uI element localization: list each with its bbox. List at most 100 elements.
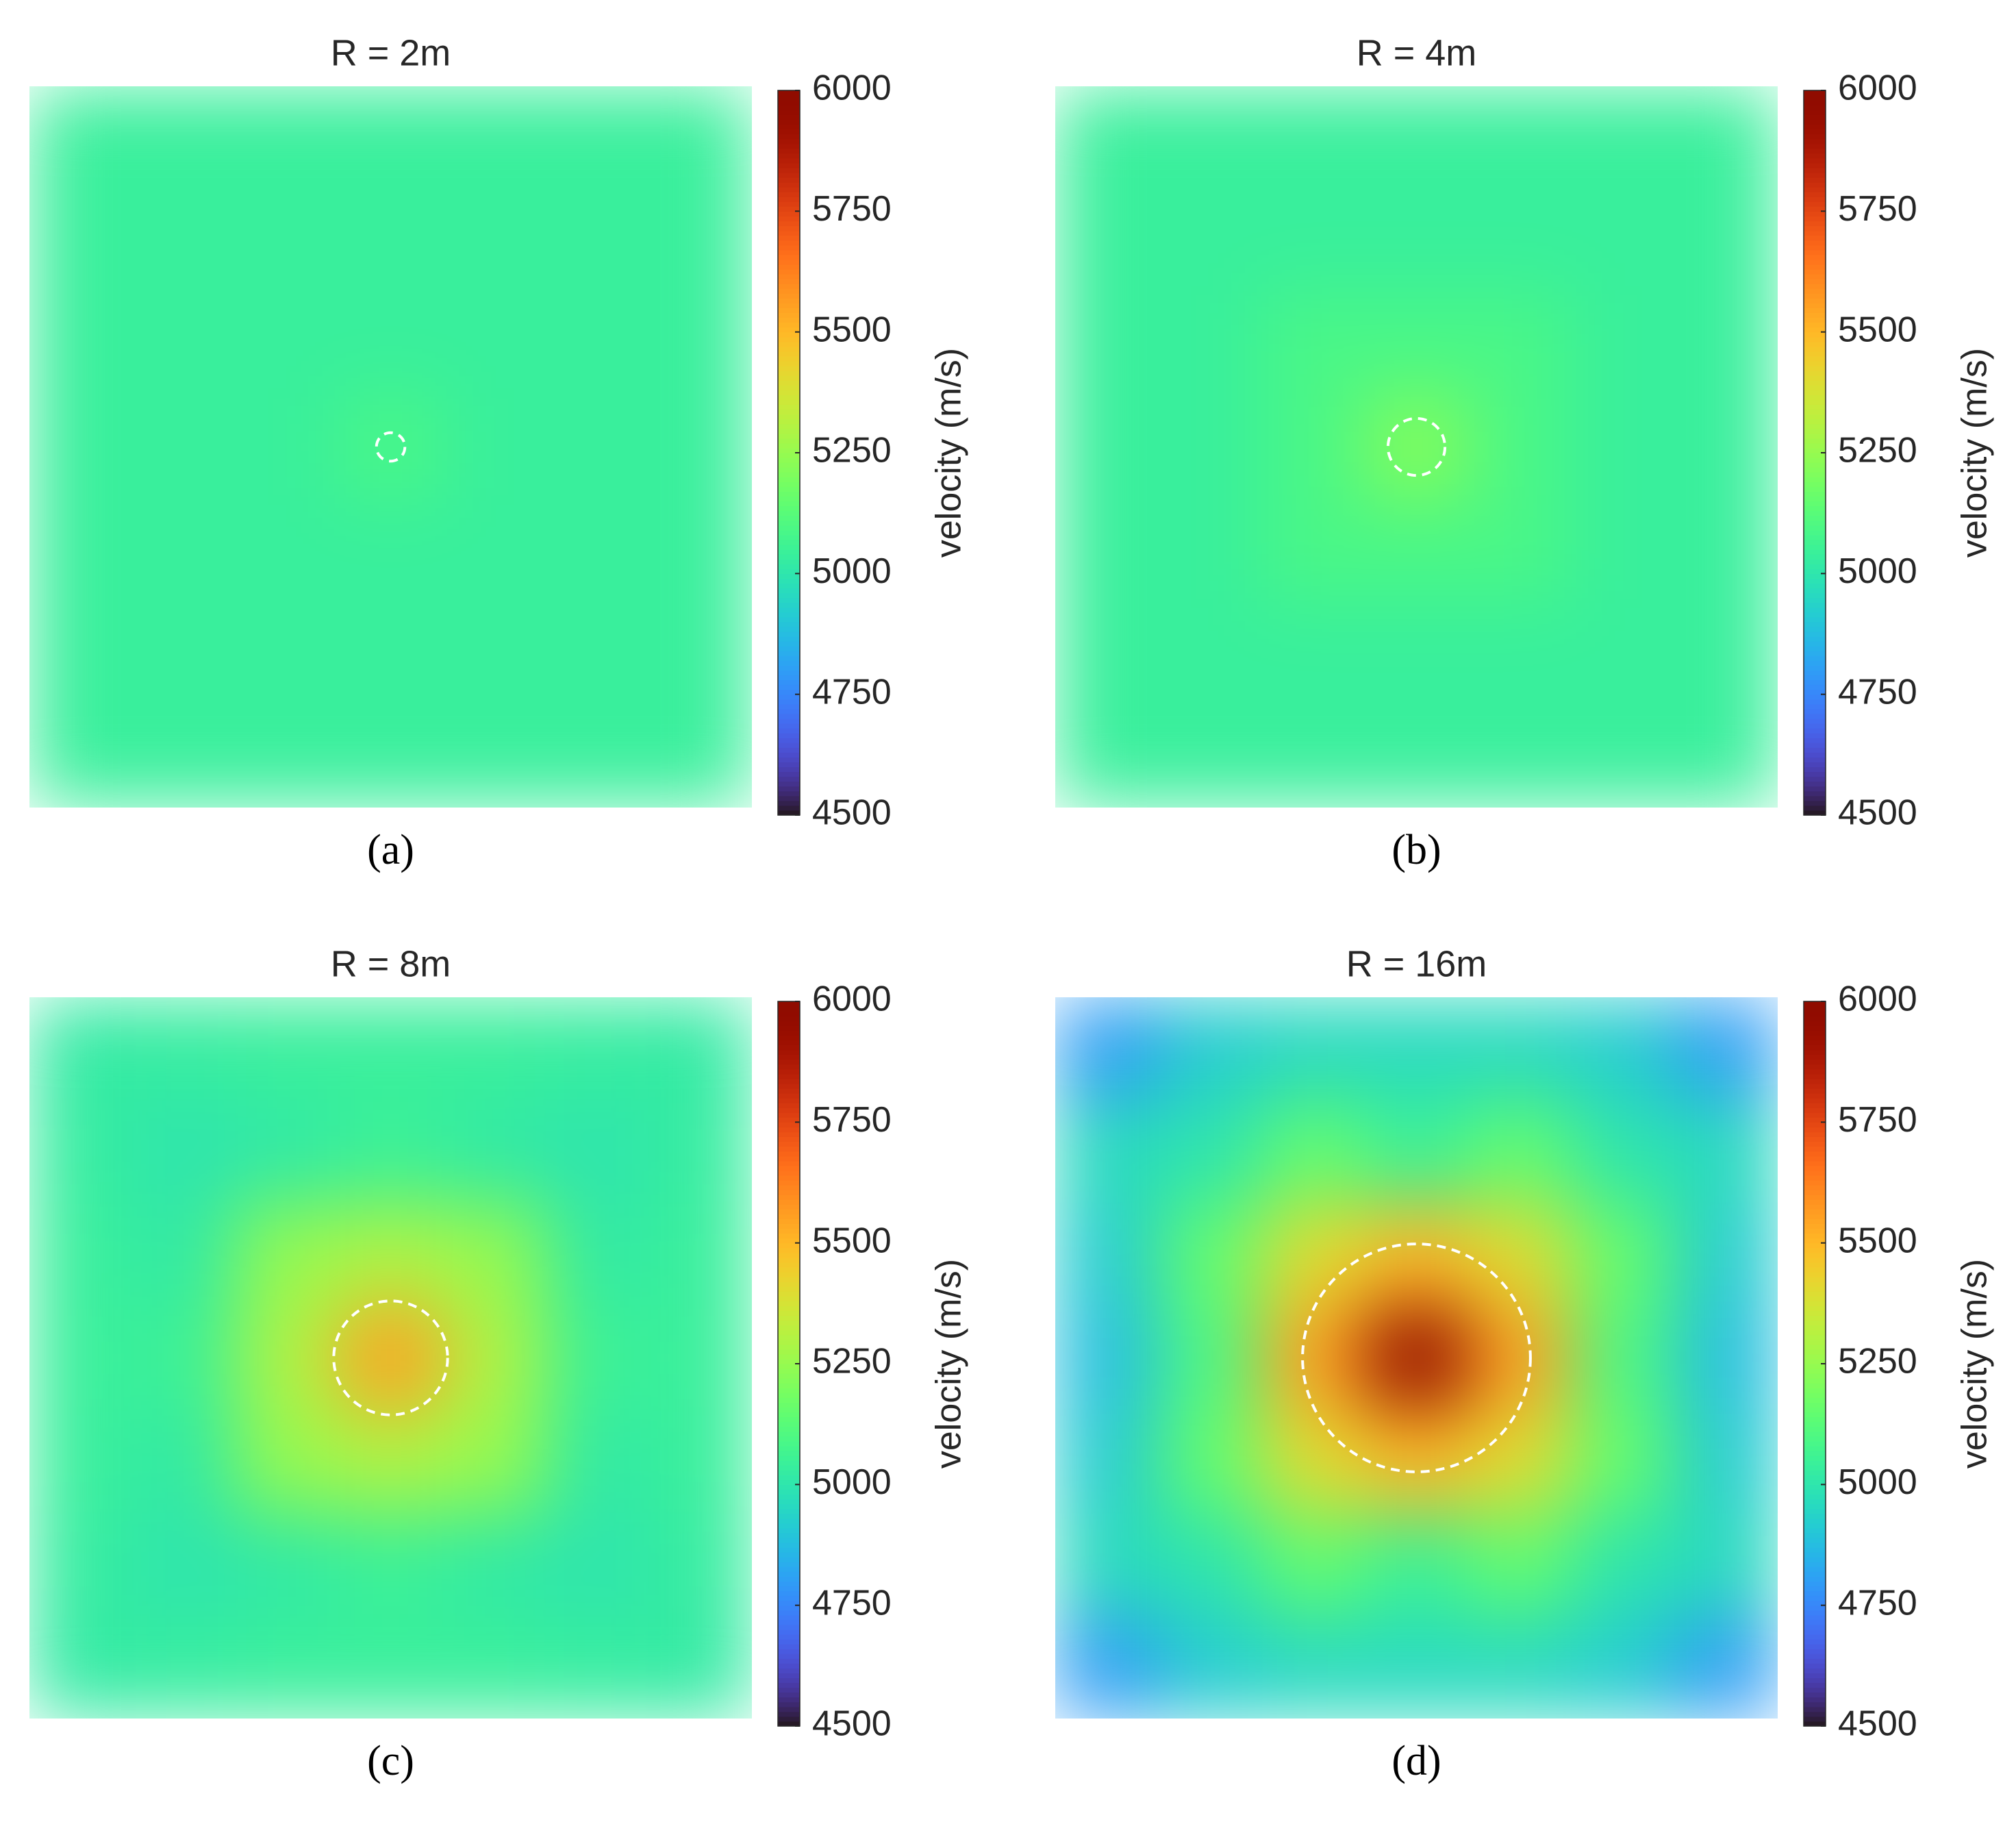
- colorbar-segment: [1804, 800, 1826, 806]
- colorbar-tick-label: 5750: [1838, 1100, 1917, 1140]
- heatmap-cell: [648, 1512, 752, 1616]
- colorbar-segment: [1804, 795, 1826, 801]
- colorbar-segment: [1804, 539, 1826, 545]
- colorbar-segment: [778, 1160, 800, 1166]
- heatmap-cell: [1365, 1512, 1469, 1616]
- colorbar-segment: [1804, 351, 1826, 357]
- heatmap-cell: [1571, 1512, 1675, 1616]
- colorbar-segment: [1804, 162, 1826, 168]
- heatmap-cell: [339, 997, 443, 1101]
- colorbar-segment: [778, 1247, 800, 1253]
- heatmap-cell: [545, 1512, 649, 1616]
- colorbar-segment: [778, 458, 800, 463]
- colorbar-segment: [778, 187, 800, 192]
- colorbar-segment: [1804, 1668, 1826, 1674]
- colorbar-tick-label: 6000: [1838, 979, 1917, 1019]
- heatmap-cell: [1571, 395, 1675, 499]
- colorbar-segment: [1804, 192, 1826, 197]
- heatmap-cell: [1158, 1409, 1262, 1513]
- colorbar-segment: [778, 162, 800, 168]
- colorbar-segment: [1804, 752, 1826, 758]
- colorbar-segment: [778, 201, 800, 207]
- heatmap-cell: [236, 1409, 340, 1513]
- colorbar-segment: [778, 569, 800, 574]
- colorbar-segment: [1804, 1339, 1826, 1345]
- colorbar-segment: [1804, 1093, 1826, 1099]
- heatmap-cell: [1055, 1203, 1159, 1307]
- colorbar-segment: [778, 143, 800, 149]
- heatmap-cell: [1571, 704, 1675, 808]
- colorbar-segment: [778, 1378, 800, 1384]
- colorbar-segment: [1804, 158, 1826, 164]
- colorbar-segment: [1804, 143, 1826, 149]
- colorbar-segment: [1804, 1257, 1826, 1263]
- colorbar-segment: [778, 1407, 800, 1413]
- colorbar-segment: [778, 1503, 800, 1510]
- heatmap-cell: [236, 704, 340, 808]
- colorbar-segment: [1804, 1242, 1826, 1249]
- colorbar-segment: [1804, 1179, 1826, 1186]
- colorbar-segment: [778, 409, 800, 415]
- colorbar-segment: [1804, 1108, 1826, 1113]
- colorbar-segment: [778, 477, 800, 482]
- colorbar-segment: [778, 1011, 800, 1016]
- heatmap-cell: [1261, 292, 1365, 396]
- colorbar-segment: [1804, 699, 1826, 705]
- colorbar-segment: [778, 1021, 800, 1026]
- colorbar-segment: [1804, 1590, 1826, 1597]
- heatmap-cell: [339, 292, 443, 396]
- colorbar-segment: [1804, 167, 1826, 173]
- colorbar-segment: [1804, 95, 1826, 101]
- colorbar-segment: [1804, 1214, 1826, 1219]
- heatmap: [1055, 997, 1778, 1719]
- colorbar-segment: [1804, 1175, 1826, 1181]
- heatmap-cell: [545, 86, 649, 190]
- colorbar-segment: [778, 718, 800, 724]
- colorbar-segment: [1804, 1581, 1826, 1587]
- colorbar-segment: [1804, 216, 1826, 222]
- colorbar-segment: [778, 453, 800, 458]
- heatmap-cell: [132, 1615, 236, 1719]
- colorbar-segment: [1804, 428, 1826, 434]
- colorbar-segment: [778, 1426, 800, 1432]
- colorbar-segment: [778, 249, 800, 255]
- colorbar-segment: [1804, 1494, 1826, 1500]
- heatmap-cell: [442, 1100, 546, 1204]
- colorbar-segment: [778, 510, 800, 516]
- heatmap-cell: [1158, 1512, 1262, 1616]
- colorbar-segment: [1804, 781, 1826, 787]
- colorbar-segment: [778, 153, 800, 159]
- colorbar-segment: [778, 545, 800, 550]
- colorbar-segment: [1804, 1644, 1826, 1649]
- colorbar-segment: [778, 515, 800, 521]
- colorbar-segment: [778, 703, 800, 710]
- colorbar-segment: [778, 810, 800, 816]
- colorbar-label: velocity (m/s): [1955, 1259, 1995, 1469]
- colorbar-segment: [778, 1373, 800, 1379]
- colorbar-segment: [778, 1179, 800, 1186]
- colorbar-segment: [778, 1117, 800, 1123]
- heatmap-cell: [1158, 1306, 1262, 1410]
- heatmap-cell: [545, 395, 649, 499]
- colorbar-segment: [778, 1388, 800, 1393]
- colorbar-segment: [778, 675, 800, 681]
- colorbar-segment: [1804, 1199, 1826, 1205]
- colorbar-segment: [778, 1016, 800, 1021]
- heatmap-cell: [442, 601, 546, 705]
- heatmap-cell: [1055, 997, 1159, 1101]
- colorbar-segment: [778, 1508, 800, 1514]
- colorbar-segment: [778, 790, 800, 797]
- colorbar-segment: [1804, 1001, 1826, 1007]
- colorbar-segment: [778, 1595, 800, 1601]
- colorbar-segment: [1804, 616, 1826, 623]
- heatmap-cell: [1674, 704, 1778, 808]
- colorbar-segment: [1804, 380, 1826, 386]
- colorbar-segment: [1804, 738, 1826, 743]
- colorbar-segment: [778, 1006, 800, 1012]
- colorbar-tick-label: 5750: [812, 1100, 892, 1140]
- colorbar-segment: [778, 90, 800, 96]
- panel-title: R = 2m: [331, 32, 451, 73]
- colorbar-segment: [1804, 399, 1826, 405]
- heatmap-cell: [236, 1306, 340, 1410]
- colorbar-segment: [1804, 303, 1826, 308]
